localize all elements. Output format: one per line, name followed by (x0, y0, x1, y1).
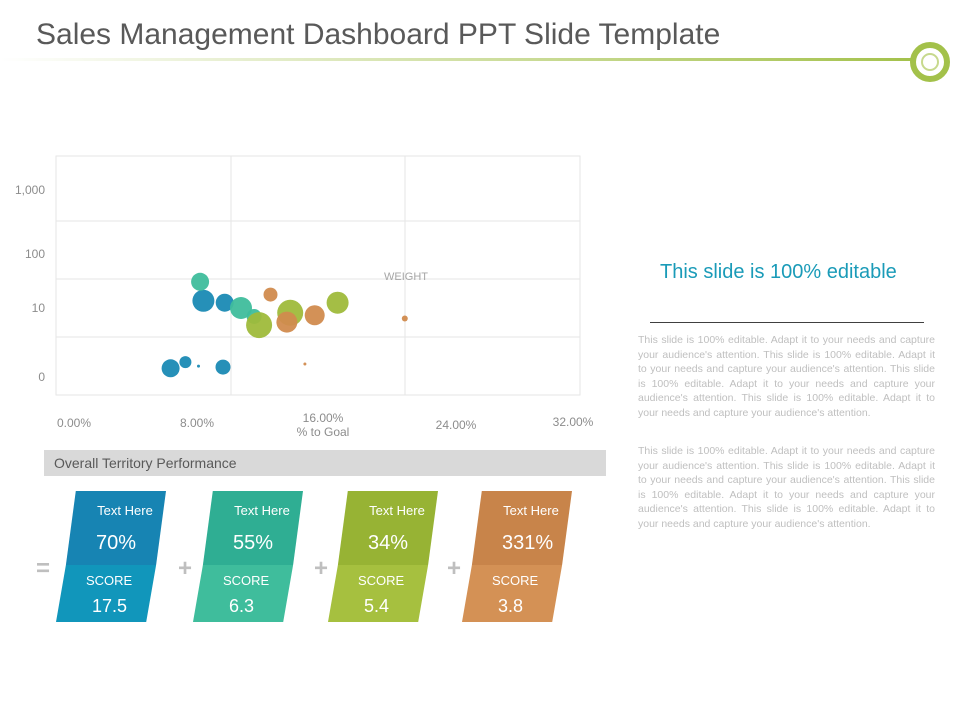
x-axis-label: % to Goal (297, 425, 350, 439)
y-tick-label: 10 (32, 301, 46, 315)
bubble-point (179, 356, 192, 369)
x-tick-labels: 0.00% 8.00% 16.00% 24.00% 32.00% (57, 411, 594, 432)
performance-header: Overall Territory Performance (44, 450, 606, 476)
chart-grid (55, 155, 581, 396)
bubble-chart: 0 10 100 1,000 0.00% 8.00% 16.00% 24.00% 32.00%… (15, 155, 594, 439)
bubble-point (230, 297, 252, 319)
side-divider (650, 322, 924, 323)
card-score-label: SCORE (358, 573, 405, 588)
bubble-point (303, 362, 307, 366)
card-bottom (56, 565, 157, 622)
card-score-label: SCORE (492, 573, 539, 588)
card-value: 55% (233, 532, 274, 554)
side-paragraph-2: This slide is 100% editable. Adapt it to… (638, 445, 935, 530)
y-tick-label: 100 (25, 247, 45, 261)
card-score-label: SCORE (86, 573, 133, 588)
card-value: 34% (368, 532, 409, 554)
performance-card: Text Here 34% SCORE 5.4 (328, 491, 438, 622)
bubble-point (263, 287, 278, 302)
bubble-point (215, 359, 231, 375)
bubble-point (215, 293, 234, 312)
plus-operator: + (314, 555, 329, 582)
side-heading: This slide is 100% editable (660, 261, 897, 283)
slide-title: Sales Management Dashboard PPT Slide Tem… (36, 18, 721, 51)
card-value: 331% (502, 532, 554, 554)
bubble-point (304, 305, 325, 326)
card-top (471, 491, 572, 565)
bubble-point (246, 312, 273, 339)
bubble-point (401, 315, 408, 322)
y-tick-labels: 0 10 100 1,000 (15, 183, 45, 384)
x-tick-label: 24.00% (436, 418, 477, 432)
card-top (65, 491, 166, 565)
title-underline (0, 58, 920, 61)
performance-card: Text Here 331% SCORE 3.8 (462, 491, 572, 622)
card-label: Text Here (234, 503, 290, 518)
card-label: Text Here (503, 503, 559, 518)
card-score: 5.4 (364, 596, 390, 616)
bubble-point (192, 289, 215, 312)
bubble-point (161, 359, 180, 378)
bubble-point (326, 291, 349, 314)
y-tick-label: 1,000 (15, 183, 45, 197)
card-value: 70% (96, 532, 137, 554)
performance-card: Text Here 70% SCORE 17.5 (56, 491, 166, 622)
x-tick-label: 16.00% (303, 411, 344, 425)
card-score-label: SCORE (223, 573, 270, 588)
plus-operator: + (447, 555, 462, 582)
y-tick-label: 0 (38, 370, 45, 384)
card-bottom (462, 565, 563, 622)
card-score: 6.3 (229, 596, 255, 616)
x-tick-label: 32.00% (553, 415, 594, 429)
card-bottom (193, 565, 294, 622)
card-label: Text Here (369, 503, 425, 518)
weight-annotation: WEIGHT (384, 271, 428, 283)
x-tick-label: 0.00% (57, 416, 91, 430)
plot-frame (55, 155, 581, 396)
bubble-point (191, 272, 210, 291)
equals-operator: = (36, 555, 51, 582)
card-label: Text Here (97, 503, 153, 518)
card-score: 3.8 (498, 596, 524, 616)
plus-operator: + (178, 555, 193, 582)
card-top (202, 491, 303, 565)
card-bottom (328, 565, 429, 622)
bubble-series (161, 272, 408, 378)
x-tick-label: 8.00% (180, 416, 214, 430)
performance-card: Text Here 55% SCORE 6.3 (193, 491, 303, 622)
bubble-point (197, 364, 200, 368)
bubble-point (276, 311, 298, 333)
card-score: 17.5 (92, 596, 128, 616)
ring-icon (910, 42, 950, 82)
card-top (337, 491, 438, 565)
side-paragraph-1: This slide is 100% editable. Adapt it to… (638, 334, 935, 419)
